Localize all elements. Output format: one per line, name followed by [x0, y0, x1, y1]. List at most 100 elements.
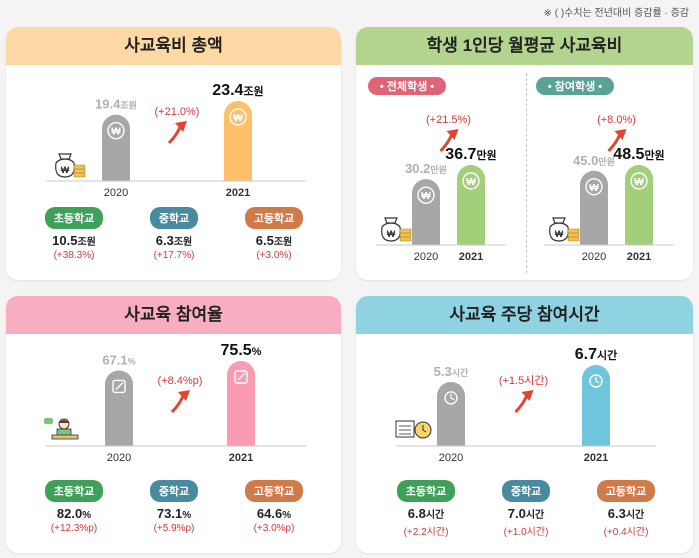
desk: [51, 434, 79, 440]
bar-2020: [102, 114, 130, 181]
change-label: (+21.0%): [155, 106, 200, 118]
clock-icon-hands: [595, 377, 600, 384]
speech-bubble: [44, 418, 53, 424]
value-label-2020: 45.0만원: [573, 153, 615, 168]
won-glyph: ₩: [387, 229, 396, 239]
chart-total: ₩19.4조원 2020 ₩23.4조원 2021 (+21.0%) ₩: [46, 82, 306, 199]
panel-title: 사교육 주당 참여시간: [356, 296, 693, 334]
value-label-2021: 23.4조원: [212, 82, 263, 99]
segment-pill-bg: [536, 77, 614, 95]
panel-total: 사교육비 총액 ₩19.4조원 2020 ₩23.4조원 2021 (+21.0%) ₩ …: [6, 27, 341, 280]
coin: [567, 228, 580, 234]
sub-value: 6.3시간: [607, 506, 645, 521]
sub-change: (+2.2시간): [403, 527, 449, 538]
segment-pill-label: • 참여학생 •: [548, 79, 602, 93]
sub-value: 6.8시간: [407, 506, 445, 521]
sub-pill: 중학교: [501, 480, 551, 502]
clock-icon-hands: [450, 393, 455, 401]
x-tick-2020: 2020: [439, 452, 463, 464]
coin: [399, 232, 412, 238]
value-label-2020: 67.1%: [102, 352, 135, 367]
value-label-2021: 48.5만원: [613, 146, 664, 163]
change-label: (+8.4%p): [158, 375, 203, 387]
sub-value: 64.6%: [256, 506, 292, 521]
won-icon: ₩: [466, 177, 476, 188]
sub-change: (+17.7%): [153, 250, 195, 261]
coin: [567, 232, 580, 238]
sub-change: (+3.0%): [256, 250, 292, 261]
sub-stat-elementary: 초등학교 82.0% (+12.3%p): [24, 480, 124, 534]
notepad-icon: [112, 379, 126, 394]
panel-participation: 사교육 참여율 67.1% 2020 75.5% 2021 (+8.4%p) 초등학교 8…: [6, 296, 341, 553]
footnote: ※ ( )수치는 전년대비 증감률 · 증감: [543, 8, 689, 19]
sub-value: 6.3조원: [155, 233, 193, 248]
won-icon: ₩: [589, 183, 599, 194]
x-tick-2021: 2021: [459, 251, 483, 263]
sub-stat-high: 고등학교 64.6% (+3.0%p): [224, 480, 324, 534]
value-label-2020: 19.4조원: [95, 97, 137, 112]
pencil-icon: [237, 372, 246, 381]
won-icon: ₩: [233, 113, 243, 124]
coin: [73, 172, 86, 178]
sub-value: 6.5조원: [255, 233, 293, 248]
change-label: (+21.5%): [426, 114, 471, 126]
value-label-2021: 36.7만원: [445, 146, 496, 163]
sub-pill: 초등학교: [44, 207, 104, 229]
won-glyph: ₩: [61, 165, 70, 175]
sub-stat-elementary: 초등학교 6.8시간 (+2.2시간): [376, 480, 476, 538]
sub-change: (+1.0시간): [503, 527, 549, 538]
sub-value: 7.0시간: [507, 506, 545, 521]
x-tick-2020: 2020: [414, 251, 438, 263]
panel-weekly-hours: 사교육 주당 참여시간 5.3시간 2020 6.7시간 2021 (+1.5시간) 초…: [356, 296, 693, 553]
sub-value: 73.1%: [156, 506, 192, 521]
sub-stat-middle: 중학교 73.1% (+5.9%p): [124, 480, 224, 534]
sub-value: 82.0%: [56, 506, 92, 521]
bar-2020: [412, 179, 440, 245]
coin: [73, 168, 86, 174]
sub-stat-middle: 중학교 7.0시간 (+1.0시간): [476, 480, 576, 538]
increase-arrow-head: [178, 390, 190, 401]
x-tick-2021: 2021: [627, 251, 651, 263]
sub-stat-middle: 중학교 6.3조원 (+17.7%): [124, 207, 224, 261]
sub-pill: 고등학교: [596, 480, 656, 502]
bar-2020: [105, 370, 133, 446]
money-bag-icon: ₩: [55, 153, 86, 178]
clock-icon: [444, 391, 458, 405]
won-icon-ring: [585, 178, 603, 196]
clock-hands: [422, 425, 427, 433]
x-tick-2021: 2021: [584, 452, 608, 464]
bar-2021: [227, 361, 255, 446]
x-tick-2020: 2020: [582, 251, 606, 263]
sub-change: (+38.3%): [53, 250, 95, 261]
sub-pill: 고등학교: [244, 207, 304, 229]
chart-per-student: • 전체학생 • ₩30.2만원 2020 ₩36.7만원 2021 (+21.5%) ₩ •…: [368, 77, 674, 263]
bag-neck: [552, 217, 566, 224]
bag-neck: [58, 153, 72, 160]
panel-title: 사교육비 총액: [6, 27, 341, 65]
bar-2020: [437, 381, 465, 446]
won-icon: ₩: [421, 191, 431, 202]
coin: [73, 164, 86, 170]
change-label: (+1.5시간): [499, 374, 548, 387]
bar-2021: [582, 365, 610, 446]
x-tick-2021: 2021: [226, 187, 250, 199]
notepad-icon: [234, 370, 248, 384]
coin: [399, 228, 412, 234]
coin: [399, 236, 412, 242]
won-icon-ring: [107, 121, 125, 140]
sub-pill: 중학교: [149, 207, 199, 229]
x-tick-2020: 2020: [104, 187, 128, 199]
value-label-2020: 5.3시간: [434, 364, 469, 379]
chart-weekly-hours: 5.3시간 2020 6.7시간 2021 (+1.5시간): [395, 346, 656, 464]
change-label: (+8.0%): [597, 114, 636, 126]
x-tick-2021: 2021: [229, 452, 253, 464]
increase-arrow-head: [521, 390, 534, 401]
student-hair: [59, 420, 69, 423]
panel-per-student: 학생 1인당 월평균 사교육비 • 전체학생 • ₩30.2만원 2020 ₩36.7…: [356, 27, 693, 280]
panel-title: 사교육 참여율: [6, 296, 341, 334]
increase-arrow-head: [446, 129, 459, 140]
sub-stat-high: 고등학교 6.3시간 (+0.4시간): [576, 480, 676, 538]
sub-stat-elementary: 초등학교 10.5조원 (+38.3%): [24, 207, 124, 261]
value-label-2021: 6.7시간: [575, 346, 618, 363]
clock-icon: [589, 374, 603, 388]
